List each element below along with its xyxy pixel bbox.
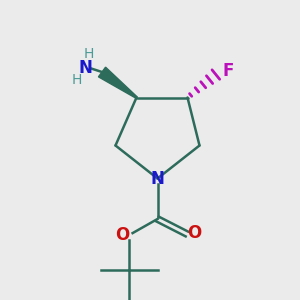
Text: O: O <box>115 226 130 244</box>
Text: F: F <box>223 62 234 80</box>
Text: N: N <box>151 169 164 188</box>
Text: H: H <box>72 74 82 87</box>
Text: O: O <box>187 224 202 242</box>
Polygon shape <box>98 67 137 98</box>
Text: N: N <box>79 59 92 77</box>
Text: H: H <box>84 47 94 61</box>
